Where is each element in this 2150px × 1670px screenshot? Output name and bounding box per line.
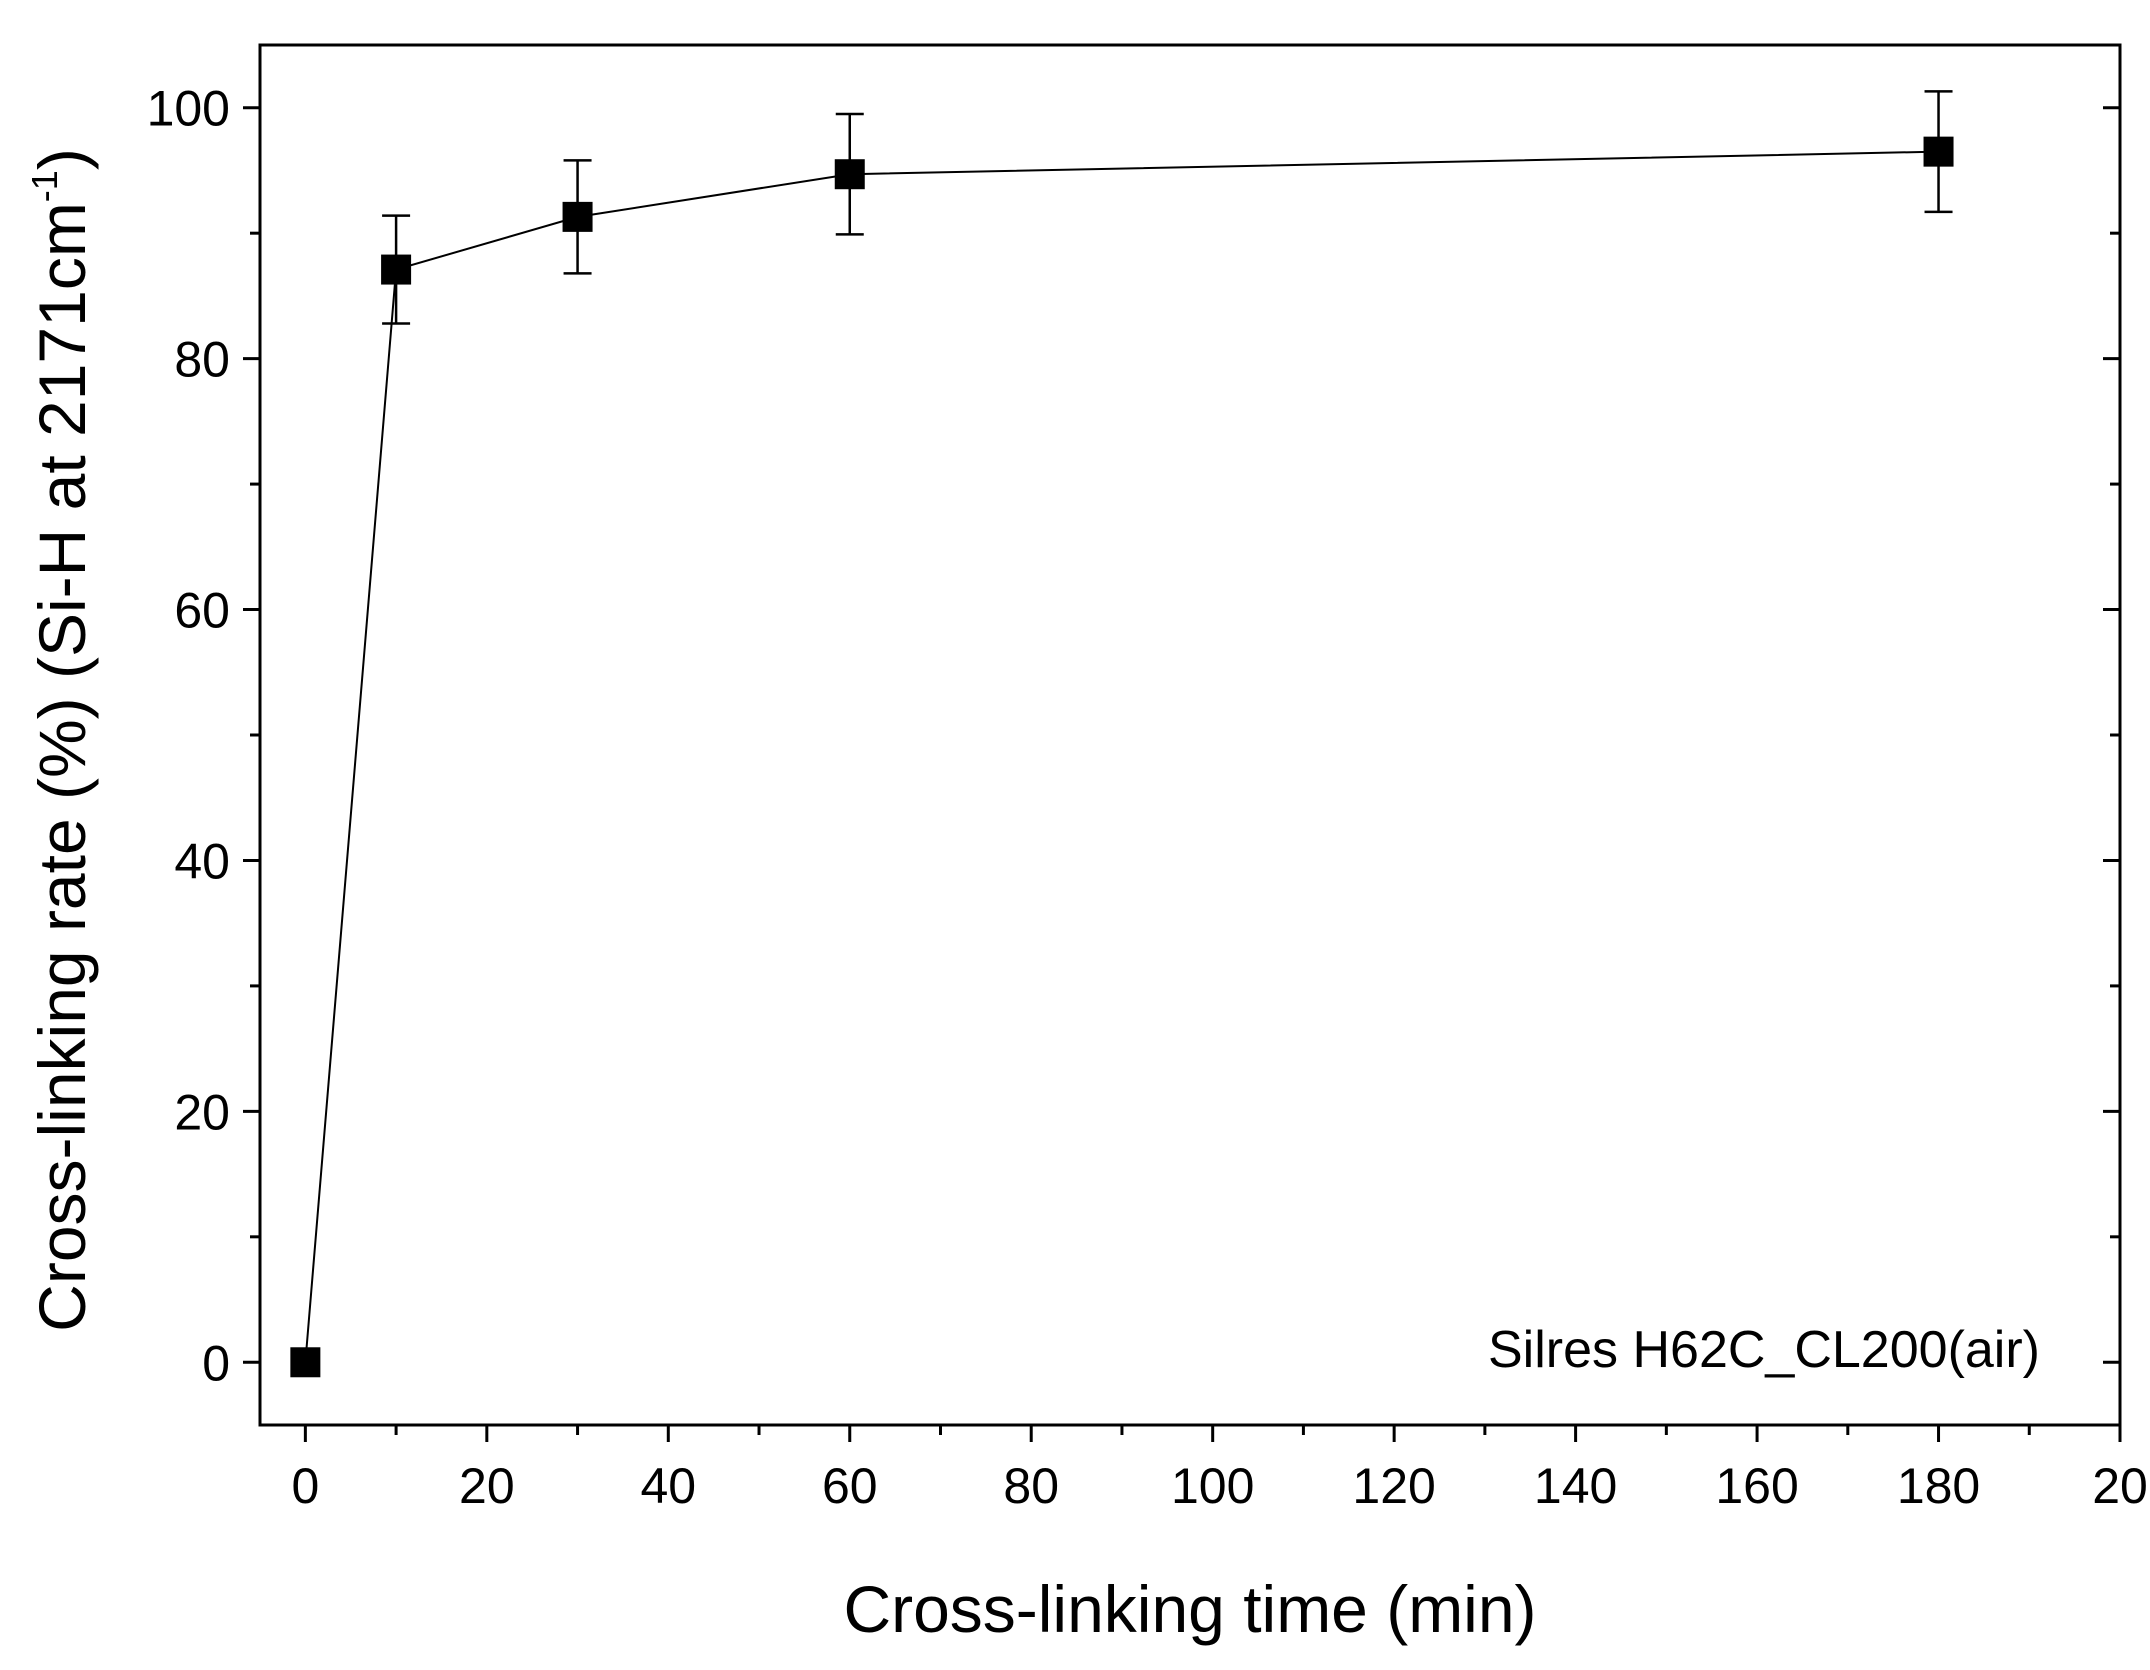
data-point <box>1923 136 1954 167</box>
x-tick-label: 100 <box>1171 1458 1254 1514</box>
series-line <box>304 150 1939 1363</box>
x-axis-title: Cross-linking time (min) <box>843 1572 1536 1646</box>
data-point <box>381 254 412 285</box>
x-tick-label: 140 <box>1534 1458 1617 1514</box>
x-tick-label: 0 <box>291 1458 319 1514</box>
y-axis-title-close: ) <box>25 148 99 170</box>
y-tick-label: 40 <box>174 833 230 889</box>
x-tick-label: 40 <box>640 1458 696 1514</box>
y-axis-title: Cross-linking rate (%) (Si-H at 2171cm-1… <box>24 148 99 1332</box>
x-tick-label: 60 <box>822 1458 878 1514</box>
x-tick-label: 80 <box>1003 1458 1059 1514</box>
y-tick-label: 0 <box>202 1335 230 1391</box>
x-tick-label: 20 <box>2092 1458 2148 1514</box>
y-axis-title-superscript: -1 <box>24 170 65 202</box>
y-tick-label: 80 <box>174 332 230 388</box>
y-tick-label: 60 <box>174 583 230 639</box>
y-tick-label: 100 <box>147 81 230 137</box>
x-tick-label: 180 <box>1897 1458 1980 1514</box>
chart-annotation: Silres H62C_CL200(air) <box>1488 1321 2040 1379</box>
x-tick-label: 120 <box>1352 1458 1435 1514</box>
y-tick-label: 20 <box>174 1084 230 1140</box>
data-point <box>834 159 865 190</box>
plot-frame-layer <box>258 43 2122 1427</box>
data-point <box>562 201 593 232</box>
data-point <box>290 1347 321 1378</box>
x-tick-label: 160 <box>1715 1458 1798 1514</box>
plot-frame <box>258 43 2122 1427</box>
data-layer <box>290 90 1954 1378</box>
x-tick-label: 20 <box>459 1458 515 1514</box>
y-axis-title-main: Cross-linking rate (%) (Si-H at 2171cm <box>25 202 99 1332</box>
